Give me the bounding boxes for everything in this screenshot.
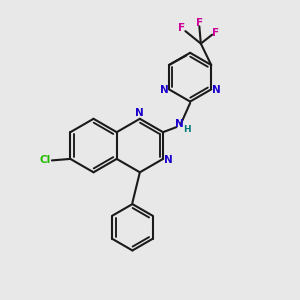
Text: N: N [175,119,184,129]
Text: N: N [164,154,173,164]
Text: H: H [183,125,190,134]
Text: F: F [178,23,185,33]
Text: Cl: Cl [40,155,51,165]
Text: N: N [212,85,220,95]
Text: F: F [196,18,203,28]
Text: N: N [135,108,144,118]
Text: F: F [212,28,220,38]
Text: N: N [160,85,169,95]
